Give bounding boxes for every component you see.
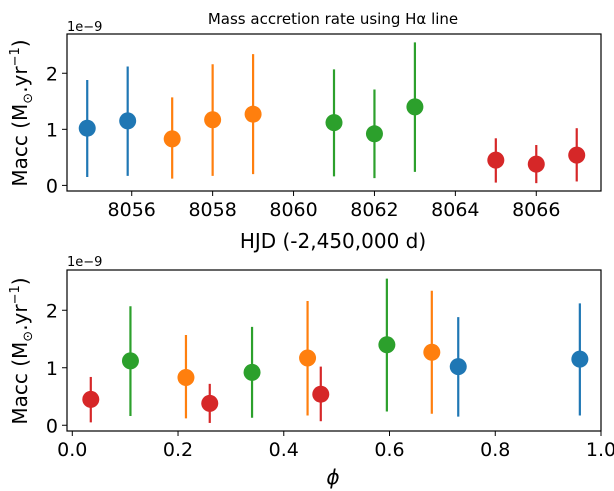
- bottom-panel: 1e−9 0.0 0.2 0.4 0.6 0.8 1.0 0 1 2 ϕ Macc (M⊙.yr…: [8, 255, 614, 489]
- data-point: [78, 119, 96, 137]
- data-point: [82, 390, 100, 408]
- x-tick-label: 0.8: [480, 439, 510, 461]
- x-axis-label: ϕ: [326, 465, 339, 489]
- x-tick-label: 1.0: [586, 439, 614, 461]
- data-point: [299, 349, 317, 367]
- x-tick-label: 8062: [350, 199, 398, 221]
- data-point: [406, 98, 424, 116]
- top-panel: Mass accretion rate using Hα line 1e−9 8…: [8, 10, 602, 253]
- x-tick-label: 8066: [512, 199, 560, 221]
- y-offset-label: 1e−9: [67, 20, 102, 35]
- y-axis-label: Macc (M⊙.yr−1): [8, 39, 36, 186]
- data-point: [119, 112, 137, 130]
- data-point: [449, 358, 467, 376]
- svg-text:Macc (M⊙.yr−1): Macc (M⊙.yr−1): [8, 39, 36, 186]
- data-point: [527, 155, 545, 173]
- data-point: [312, 385, 330, 403]
- data-point: [568, 146, 586, 164]
- x-axis-label: HJD (-2,450,000 d): [240, 229, 426, 253]
- data-point: [121, 352, 139, 370]
- x-tick-label: 0.4: [269, 439, 299, 461]
- x-tick-label: 0.2: [163, 439, 193, 461]
- x-tick-label: 0.6: [374, 439, 404, 461]
- data-point: [378, 336, 396, 354]
- chart-title: Mass accretion rate using Hα line: [208, 10, 458, 28]
- top-axes-frame: [66, 33, 602, 192]
- data-point: [243, 363, 261, 381]
- y-tick-label: 1: [46, 119, 58, 141]
- y-tick-label: 2: [46, 63, 58, 85]
- x-tick-label: 8064: [431, 199, 479, 221]
- y-axis-label: Macc (M⊙.yr−1): [8, 277, 36, 424]
- data-point: [204, 111, 222, 129]
- svg-text:Macc (M⊙.yr−1): Macc (M⊙.yr−1): [8, 277, 36, 424]
- x-tick-label: 8058: [188, 199, 236, 221]
- y-tick-label: 2: [46, 300, 58, 322]
- y-tick-label: 0: [46, 175, 58, 197]
- data-point: [487, 151, 505, 169]
- x-tick-label: 8056: [108, 199, 156, 221]
- bottom-axes-frame: [66, 269, 602, 432]
- data-point: [365, 125, 383, 143]
- x-tick-label: 0.0: [57, 439, 87, 461]
- y-offset-label: 1e−9: [67, 255, 102, 270]
- data-point: [325, 114, 343, 132]
- data-point: [423, 343, 441, 361]
- top-plot-area: 8056 8058 8060 8062 8064 8066 0 1 2: [46, 42, 586, 221]
- data-point: [177, 369, 195, 387]
- bottom-plot-area: 0.0 0.2 0.4 0.6 0.8 1.0 0 1 2: [46, 278, 614, 461]
- data-point: [201, 394, 219, 412]
- x-tick-label: 8060: [269, 199, 317, 221]
- data-point: [571, 350, 589, 368]
- data-point: [244, 105, 262, 123]
- y-tick-label: 0: [46, 415, 58, 437]
- y-tick-label: 1: [46, 358, 58, 380]
- data-point: [163, 130, 181, 148]
